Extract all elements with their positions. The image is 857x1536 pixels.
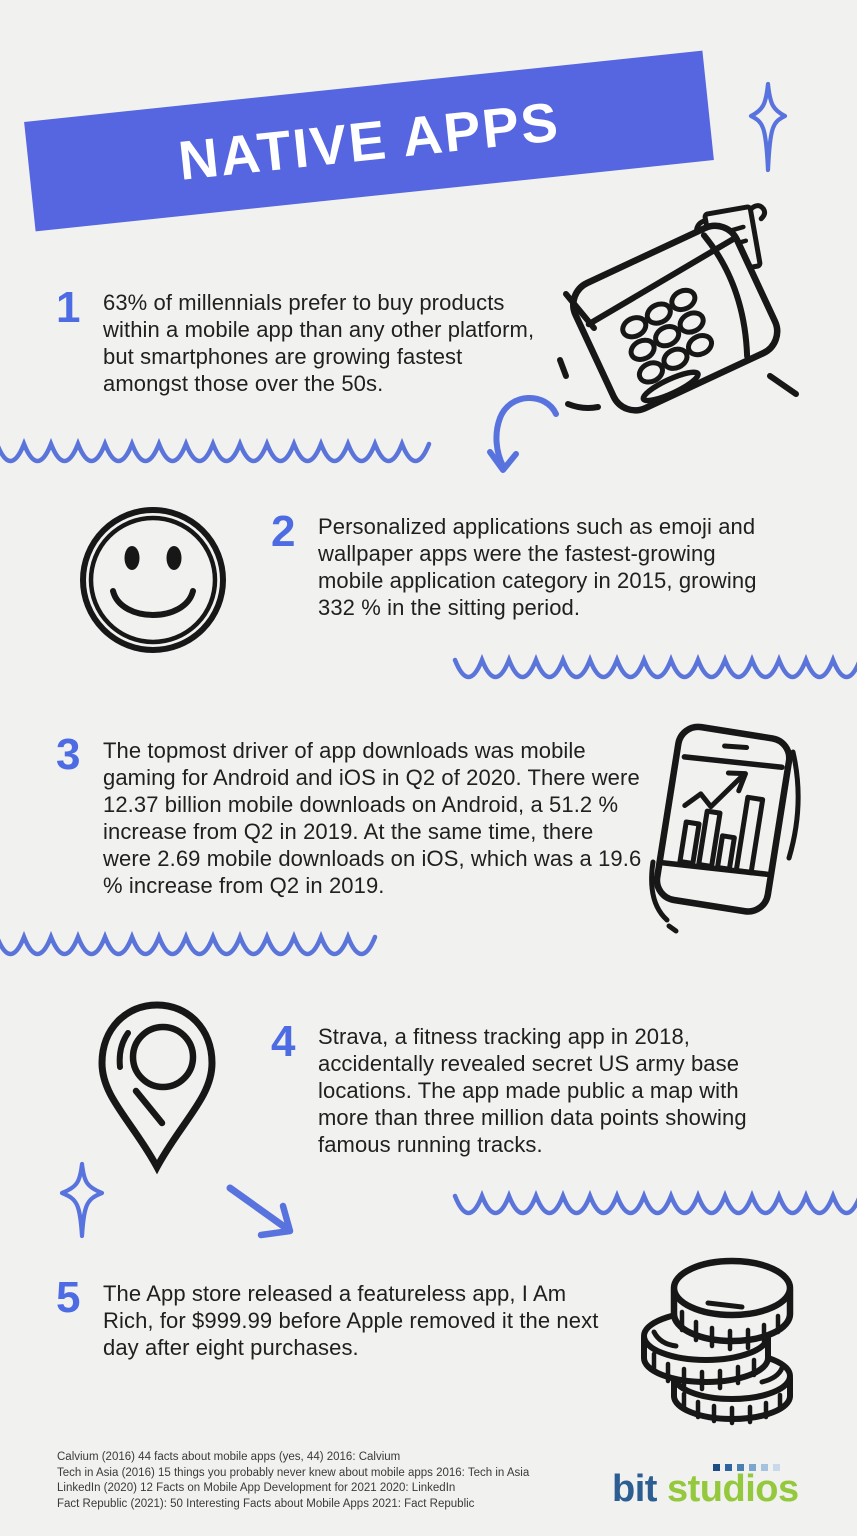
fact-1-number: 1 bbox=[56, 283, 81, 332]
wave-divider bbox=[452, 1189, 857, 1216]
location-pin-icon bbox=[98, 1001, 216, 1175]
fact-1-text: 63% of millennials prefer to buy product… bbox=[103, 290, 535, 396]
sparkle-icon bbox=[748, 81, 788, 173]
fact-4-number: 4 bbox=[271, 1017, 296, 1066]
sources-list: Calvium (2016) 44 facts about mobile app… bbox=[57, 1450, 529, 1512]
bit-studios-logo: bit studios bbox=[612, 1468, 799, 1511]
fact-5-text: The App store released a featureless app… bbox=[103, 1281, 599, 1360]
smiley-icon bbox=[80, 507, 226, 653]
wave-divider bbox=[0, 437, 432, 464]
coins-icon bbox=[641, 1257, 794, 1426]
wave-divider bbox=[452, 653, 857, 680]
curved-arrow-icon bbox=[487, 395, 559, 473]
wave-divider bbox=[0, 930, 378, 957]
fact-2-text: Personalized applications such as emoji … bbox=[318, 514, 757, 620]
logo-studios-text: studios bbox=[667, 1468, 799, 1510]
card-terminal-icon bbox=[557, 203, 799, 414]
fact-2-number: 2 bbox=[271, 507, 296, 556]
source-line: Fact Republic (2021): 50 Interesting Fac… bbox=[57, 1497, 475, 1510]
logo-bit-text: bit bbox=[612, 1468, 657, 1510]
source-line: LinkedIn (2020) 12 Facts on Mobile App D… bbox=[57, 1482, 456, 1494]
source-line: Tech in Asia (2016) 15 things you probab… bbox=[57, 1466, 530, 1479]
logo-pixel-dots bbox=[713, 1464, 780, 1471]
fact-3-number: 3 bbox=[56, 730, 81, 779]
phone-chart-icon bbox=[649, 723, 801, 934]
fact-3-text: The topmost driver of app downloads was … bbox=[103, 738, 642, 898]
fact-5-number: 5 bbox=[56, 1273, 81, 1322]
page-title: NATIVE APPS bbox=[175, 90, 563, 192]
fact-4-text: Strava, a fitness tracking app in 2018, … bbox=[318, 1024, 747, 1157]
sparkle-icon bbox=[59, 1161, 105, 1239]
diagonal-arrow-icon bbox=[226, 1184, 294, 1239]
source-line: Calvium (2016) 44 facts about mobile app… bbox=[57, 1451, 401, 1463]
